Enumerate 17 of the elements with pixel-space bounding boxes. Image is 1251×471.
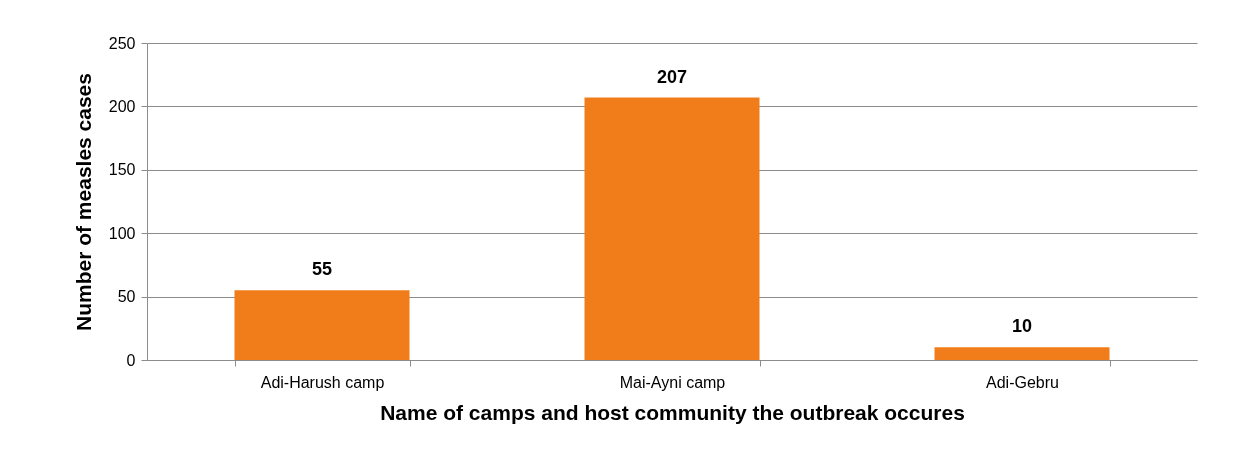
y-tick-label: 50 <box>117 288 136 306</box>
y-tick-label: 150 <box>108 161 136 179</box>
data-label: 55 <box>311 259 333 280</box>
data-label: 207 <box>656 66 688 87</box>
y-tick-label: 250 <box>108 34 136 52</box>
bar <box>934 347 1110 360</box>
y-tick-label: 0 <box>126 351 136 369</box>
y-tick-label: 200 <box>108 97 136 115</box>
bar <box>584 97 760 360</box>
x-axis-title: Name of camps and host community the outbreak occures <box>380 400 965 424</box>
y-tick-label: 100 <box>108 224 136 242</box>
bar <box>234 290 410 360</box>
x-tick-label: Adi-Gebru <box>986 373 1059 391</box>
y-axis-title: Number of measles cases <box>71 73 95 331</box>
x-tick-label: Adi-Harush camp <box>260 373 385 391</box>
data-label: 10 <box>1011 316 1033 337</box>
x-tick-label: Mai-Ayni camp <box>619 373 726 391</box>
